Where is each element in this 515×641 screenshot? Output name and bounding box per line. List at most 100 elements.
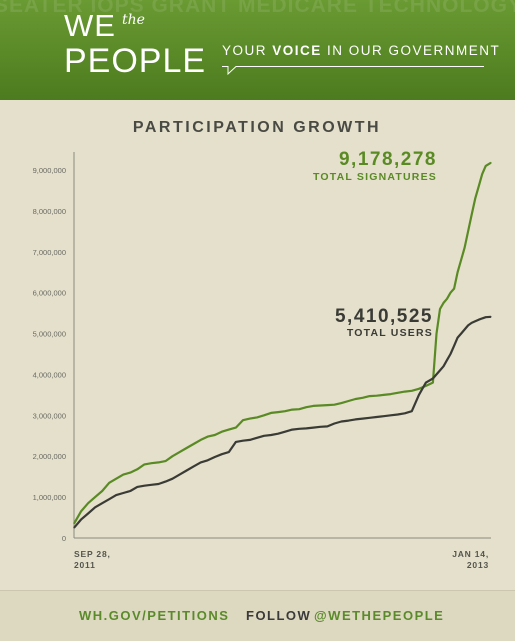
- follow-label: FOLLOW: [246, 608, 312, 623]
- data-point-total-users: [305, 427, 307, 429]
- data-point-total-signatures: [122, 474, 124, 476]
- data-point-total-users: [390, 414, 392, 416]
- data-point-total-users: [298, 428, 300, 430]
- data-point-total-signatures: [193, 443, 195, 445]
- total-users-value: 5,410,525: [335, 306, 433, 327]
- data-point-total-signatures: [249, 418, 251, 420]
- data-point-total-signatures: [256, 416, 258, 418]
- data-point-total-users: [94, 506, 96, 508]
- data-point-total-users: [464, 328, 466, 331]
- data-point-total-users: [478, 319, 480, 321]
- tagline: YOUR VOICE IN OUR GOVERNMENT: [222, 43, 499, 61]
- data-point-total-users: [200, 461, 202, 463]
- data-point-total-users: [369, 417, 371, 419]
- data-point-total-users: [449, 353, 452, 355]
- header-banner: SEATER IOPS GRANT MEDICARE TECHNOLOGY AR…: [0, 0, 515, 100]
- data-point-total-signatures: [101, 490, 103, 492]
- data-point-total-users: [242, 440, 244, 442]
- total-signatures-label: TOTAL SIGNATURES: [313, 171, 437, 183]
- speech-bubble-underline-icon: [222, 66, 484, 76]
- data-point-total-signatures: [242, 419, 244, 421]
- data-point-total-users: [136, 486, 138, 488]
- data-point-total-signatures: [460, 259, 462, 261]
- data-point-total-signatures: [235, 427, 237, 429]
- tagline-pre: YOUR: [222, 43, 273, 58]
- twitter-handle-link[interactable]: @WETHEPEOPLE: [314, 608, 445, 623]
- data-point-total-users: [340, 420, 342, 423]
- data-point-total-signatures: [221, 431, 223, 433]
- y-tick-label: 9,000,000: [33, 166, 66, 175]
- data-point-total-users: [404, 412, 406, 414]
- data-point-total-users: [446, 359, 448, 361]
- data-point-total-signatures: [284, 410, 286, 412]
- data-point-total-users: [277, 433, 279, 435]
- data-point-total-signatures: [397, 392, 399, 394]
- data-point-total-users: [122, 492, 124, 494]
- data-point-total-users: [150, 484, 152, 486]
- data-point-total-signatures: [129, 472, 131, 474]
- data-point-total-users: [270, 434, 272, 436]
- logo-we: WE: [64, 8, 116, 43]
- data-point-total-users: [453, 345, 455, 347]
- data-point-total-signatures: [80, 510, 82, 512]
- x-tick-label: SEP 28,: [74, 549, 111, 559]
- data-point-total-signatures: [186, 447, 188, 449]
- data-point-total-users: [291, 429, 293, 431]
- data-point-total-signatures: [425, 385, 427, 387]
- data-point-total-signatures: [228, 429, 230, 431]
- total-signatures-value: 9,178,278: [339, 149, 437, 170]
- data-point-total-users: [157, 483, 160, 485]
- y-tick-label: 5,000,000: [33, 330, 66, 339]
- data-point-total-users: [207, 459, 209, 461]
- data-point-total-signatures: [214, 434, 216, 436]
- petitions-link[interactable]: WH.GOV/PETITIONS: [79, 608, 230, 623]
- data-point-total-users: [460, 333, 462, 335]
- data-point-total-signatures: [439, 308, 441, 310]
- data-point-total-users: [354, 418, 357, 420]
- y-tick-label: 4,000,000: [33, 370, 66, 379]
- data-point-total-signatures: [115, 478, 117, 480]
- y-tick-label: 8,000,000: [33, 207, 66, 216]
- data-point-total-signatures: [108, 482, 110, 484]
- data-point-total-signatures: [432, 382, 434, 384]
- data-point-total-users: [87, 512, 89, 515]
- tagline-bold: VOICE: [272, 43, 322, 58]
- x-tick-label: JAN 14,: [452, 549, 489, 559]
- tagline-post: IN OUR GOVERNMENT: [321, 43, 501, 58]
- data-point-total-signatures: [277, 411, 279, 413]
- data-point-total-signatures: [305, 406, 307, 408]
- data-point-total-signatures: [312, 405, 314, 407]
- data-point-total-signatures: [362, 397, 364, 399]
- data-point-total-signatures: [136, 468, 138, 470]
- data-point-total-signatures: [94, 496, 96, 498]
- data-point-total-users: [474, 320, 476, 322]
- data-point-total-users: [383, 415, 385, 417]
- data-point-total-signatures: [453, 288, 455, 290]
- data-point-total-users: [263, 435, 265, 437]
- data-point-total-signatures: [376, 395, 378, 397]
- data-point-total-users: [171, 478, 174, 480]
- data-point-total-users: [376, 416, 378, 418]
- banner-background-words: SEATER IOPS GRANT MEDICARE TECHNOLOGY AR…: [0, 0, 515, 17]
- data-point-total-users: [221, 453, 223, 455]
- data-point-total-signatures: [404, 391, 406, 393]
- data-point-total-users: [333, 422, 335, 425]
- data-point-total-signatures: [471, 214, 473, 216]
- data-point-total-signatures: [319, 404, 321, 407]
- data-point-total-users: [411, 410, 413, 412]
- data-point-total-users: [312, 427, 314, 429]
- footer: WH.GOV/PETITIONS FOLLOW @WETHEPEOPLE: [0, 590, 515, 641]
- y-tick-label: 0: [62, 534, 66, 543]
- data-point-total-signatures: [150, 462, 152, 464]
- data-point-total-users: [256, 437, 258, 439]
- series-line-total-users: [73, 315, 492, 529]
- data-point-total-signatures: [369, 395, 371, 397]
- data-point-total-users: [108, 498, 110, 500]
- data-point-total-signatures: [485, 165, 487, 167]
- data-point-total-signatures: [179, 451, 181, 453]
- data-point-total-users: [284, 431, 286, 433]
- data-point-total-signatures: [449, 292, 452, 294]
- data-point-total-signatures: [326, 404, 328, 406]
- data-point-total-signatures: [418, 388, 420, 390]
- logo-people: PEOPLE: [64, 42, 207, 80]
